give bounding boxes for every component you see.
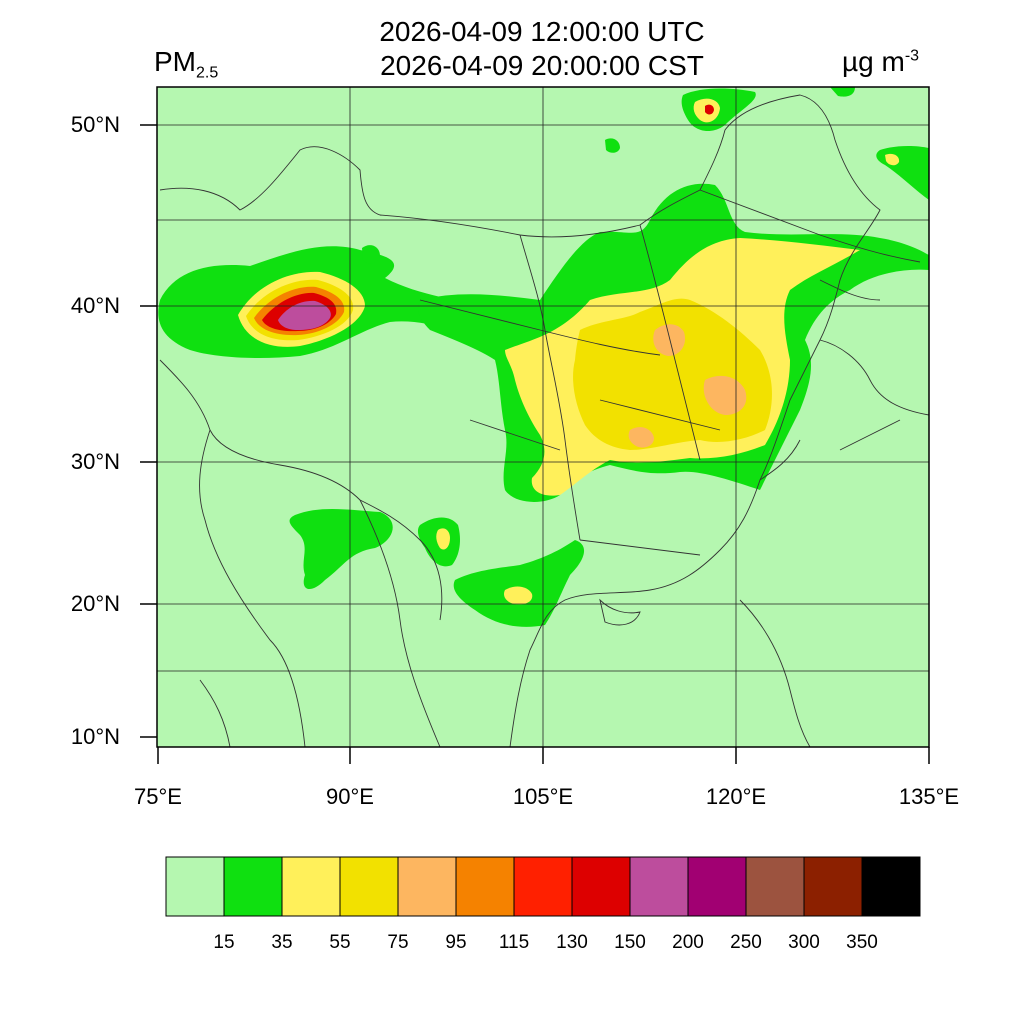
title-cst: 2026-04-09 20:00:00 CST bbox=[380, 50, 704, 81]
colorbar-label: 300 bbox=[788, 932, 820, 953]
colorbar-label: 250 bbox=[730, 932, 762, 953]
patch-south-yellow bbox=[504, 586, 533, 605]
lat-label-10: 10°N bbox=[70, 724, 120, 749]
spot-small-3 bbox=[362, 245, 380, 264]
colorbar-label: 200 bbox=[672, 932, 704, 953]
units-label: µg m-3 bbox=[842, 46, 919, 78]
spot-east-border-yellow bbox=[885, 153, 900, 166]
lon-label-90: 90°E bbox=[326, 784, 374, 809]
colorbar-box bbox=[803, 856, 863, 917]
patch-south-green bbox=[289, 508, 393, 590]
boundary-lines bbox=[159, 94, 929, 747]
graticule bbox=[157, 87, 929, 747]
colorbar-box bbox=[281, 856, 341, 917]
colorbar-label: 75 bbox=[387, 932, 409, 953]
colorbar-box bbox=[745, 856, 805, 917]
colorbar-box bbox=[861, 856, 921, 917]
variable-name: PM2.5 bbox=[154, 46, 218, 83]
patch-south-green-2 bbox=[453, 540, 585, 627]
units-exponent: -3 bbox=[904, 47, 920, 65]
title-utc: 2026-04-09 12:00:00 UTC bbox=[379, 16, 705, 47]
colorbar-box bbox=[687, 856, 747, 917]
lat-label-30: 30°N bbox=[70, 449, 120, 474]
variable-name-base: PM bbox=[154, 46, 196, 77]
colorbar-box bbox=[223, 856, 283, 917]
lon-label-135: 135°E bbox=[898, 784, 960, 809]
colorbar-box bbox=[513, 856, 573, 917]
colorbar-label: 150 bbox=[614, 932, 646, 953]
colorbar-label: 35 bbox=[271, 932, 293, 953]
axis-ticks bbox=[140, 124, 930, 764]
spot-northeast-1-red bbox=[705, 104, 714, 115]
lon-label-75: 75°E bbox=[134, 784, 182, 809]
spot-small-2 bbox=[830, 87, 855, 97]
lat-label-20: 20°N bbox=[70, 591, 120, 616]
lat-label-40: 40°N bbox=[70, 293, 120, 318]
patch-south-yellow-2 bbox=[436, 528, 450, 550]
colorbar-label: 350 bbox=[846, 932, 878, 953]
lon-label-105: 105°E bbox=[512, 784, 574, 809]
plume-west-purple bbox=[278, 300, 331, 330]
units-base: µg m bbox=[842, 46, 905, 77]
colorbar-label: 55 bbox=[329, 932, 351, 953]
colorbar-box bbox=[571, 856, 631, 917]
colorbar-box bbox=[397, 856, 457, 917]
colorbar-label: 130 bbox=[556, 932, 588, 953]
colorbar-label: 15 bbox=[213, 932, 235, 953]
colorbar-label: 115 bbox=[498, 932, 530, 953]
colorbar-box bbox=[339, 856, 399, 917]
colorbar-box bbox=[455, 856, 515, 917]
plume-north-peach-3 bbox=[628, 427, 654, 448]
colorbar-label: 95 bbox=[445, 932, 467, 953]
lon-label-120: 120°E bbox=[705, 784, 767, 809]
map-area bbox=[157, 87, 929, 747]
colorbar-box bbox=[629, 856, 689, 917]
spot-small-1 bbox=[605, 138, 620, 153]
lat-label-50: 50°N bbox=[70, 112, 120, 137]
variable-name-subscript: 2.5 bbox=[196, 64, 219, 82]
colorbar bbox=[165, 856, 921, 917]
plume-north-peach-1 bbox=[653, 324, 686, 356]
colorbar-box bbox=[165, 856, 225, 917]
